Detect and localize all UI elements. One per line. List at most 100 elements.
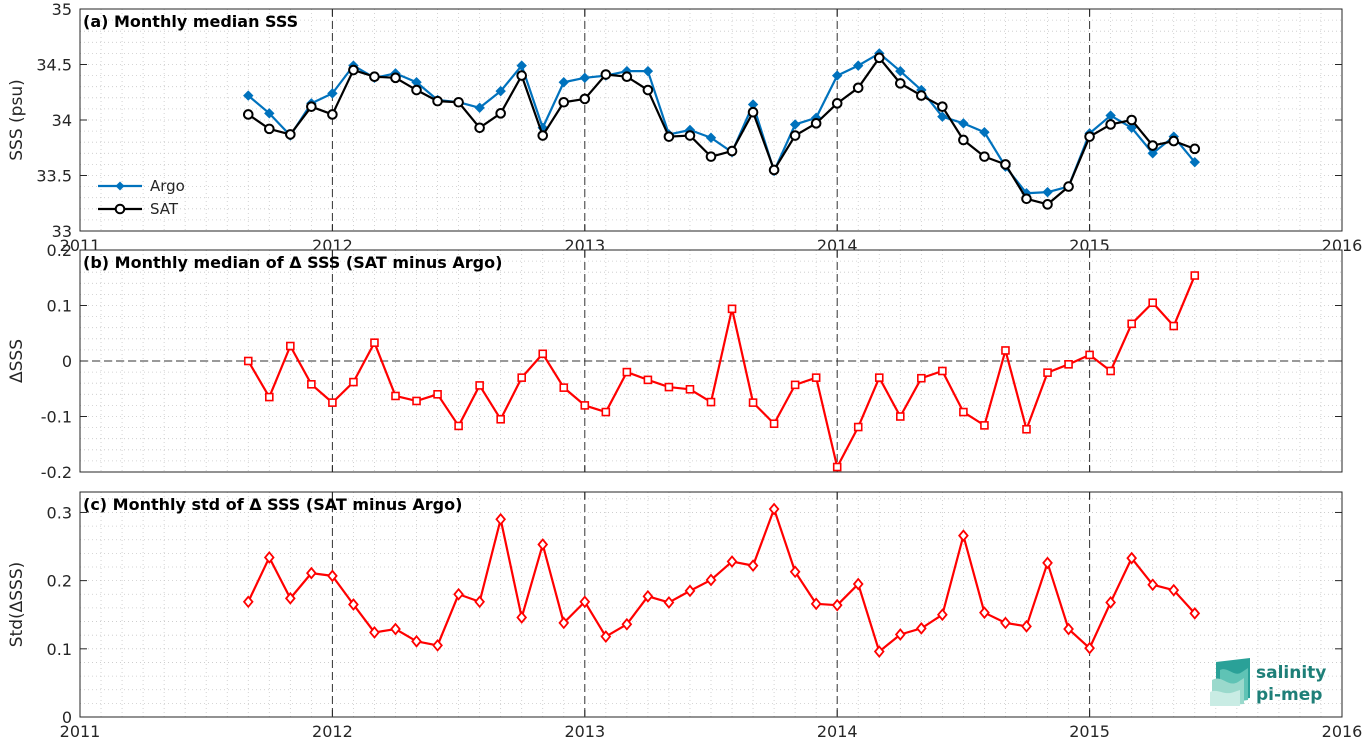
data-point: [579, 93, 591, 105]
data-point: [1042, 186, 1053, 198]
data-point: [495, 85, 506, 97]
data-point: [1127, 319, 1136, 329]
series-line-series-0: [247, 275, 1196, 469]
series-line-series-0: [247, 507, 1196, 653]
data-point: [1084, 131, 1095, 142]
data-point: [391, 391, 400, 401]
data-point: [685, 385, 695, 394]
data-point: [495, 512, 507, 526]
data-point: [1147, 578, 1159, 592]
data-point: [1147, 140, 1158, 151]
data-point: [1105, 119, 1116, 130]
data-point: [285, 129, 296, 140]
data-point: [642, 84, 654, 96]
data-point: [1021, 619, 1032, 633]
data-point: [558, 96, 570, 108]
data-point: [1042, 556, 1053, 570]
data-point: [917, 373, 926, 383]
data-point: [832, 462, 842, 472]
logo-text-salinity: salinity: [1256, 663, 1326, 683]
data-point: [600, 630, 612, 643]
panel-title: (b) Monthly median of Δ SSS (SAT minus A…: [83, 253, 502, 272]
data-point: [1105, 596, 1117, 609]
data-point: [369, 626, 380, 639]
data-point: [663, 596, 675, 609]
y-axis-label: Std(ΔSSS): [7, 562, 27, 648]
data-point: [390, 622, 401, 636]
data-point: [1190, 271, 1200, 280]
data-point: [432, 639, 443, 652]
data-point: [1169, 321, 1179, 331]
data-point: [769, 419, 779, 429]
data-point: [811, 373, 821, 382]
data-point: [748, 398, 758, 407]
x-tick-label: 2016: [1322, 722, 1363, 741]
data-point: [411, 634, 422, 648]
data-point: [915, 621, 927, 635]
data-point: [306, 101, 317, 112]
data-point: [852, 577, 864, 591]
data-point: [789, 119, 801, 130]
data-point: [600, 69, 612, 80]
data-point: [328, 398, 337, 407]
panel-c: 0 0.1 0.2 0.3 2011 2012 2013 2014 2015 2016 Std(ΔS…: [7, 491, 1363, 741]
data-point: [810, 118, 822, 129]
y-tick-label: -0.2: [41, 463, 72, 482]
series-line-sat: [247, 56, 1196, 206]
data-point: [642, 589, 654, 603]
data-point: [286, 341, 295, 351]
data-point: [895, 65, 906, 77]
y-tick-label: 0.3: [47, 503, 72, 522]
y-axis-label: SSS (psu): [7, 79, 27, 160]
series-line-argo: [247, 52, 1196, 195]
data-point: [327, 569, 338, 583]
data-point: [622, 367, 632, 377]
data-point: [1189, 143, 1201, 155]
x-tick-label: 2015: [1069, 722, 1110, 741]
data-point: [831, 70, 843, 81]
data-point: [1126, 551, 1138, 565]
data-point: [1000, 616, 1011, 630]
data-point: [1148, 298, 1157, 308]
axes-frame: [79, 491, 1343, 718]
data-point: [621, 71, 633, 83]
data-point: [1042, 199, 1053, 210]
data-point: [1147, 148, 1158, 159]
panel-title: (c) Monthly std of Δ SSS (SAT minus Argo…: [83, 495, 462, 514]
x-tick-label: 2011: [60, 722, 101, 741]
data-point: [432, 95, 443, 107]
data-point: [790, 380, 800, 390]
data-point: [1168, 135, 1180, 147]
data-point: [1168, 583, 1180, 597]
data-point: [958, 118, 969, 129]
data-point: [936, 608, 948, 622]
y-tick-label: 34: [52, 111, 72, 130]
data-point: [453, 587, 464, 601]
data-point: [1126, 114, 1137, 126]
data-point: [1043, 368, 1052, 377]
data-point: [789, 565, 801, 579]
data-point: [979, 151, 990, 162]
data-point: [1189, 606, 1201, 620]
data-point: [958, 134, 969, 146]
legend-marker: [115, 181, 125, 191]
logo-text-pimep: pi-mep: [1256, 685, 1322, 705]
data-point: [537, 538, 549, 551]
data-point: [495, 108, 506, 119]
data-point: [517, 373, 527, 382]
data-point: [768, 164, 780, 176]
data-point: [453, 96, 464, 108]
panel-b: -0.2 -0.1 0 0.1 0.2 ΔSSS (b) Monthly median of…: [7, 241, 1343, 482]
data-point: [937, 111, 948, 122]
data-point: [348, 64, 359, 76]
x-tick-label: 2014: [817, 722, 858, 741]
y-tick-label: 35: [52, 0, 72, 19]
legend: Argo SAT: [98, 177, 185, 218]
data-point: [496, 414, 505, 424]
data-point: [980, 421, 989, 430]
data-point: [853, 60, 864, 71]
data-point: [474, 102, 485, 113]
panel-title: (a) Monthly median SSS: [83, 12, 298, 31]
data-point: [538, 349, 548, 359]
